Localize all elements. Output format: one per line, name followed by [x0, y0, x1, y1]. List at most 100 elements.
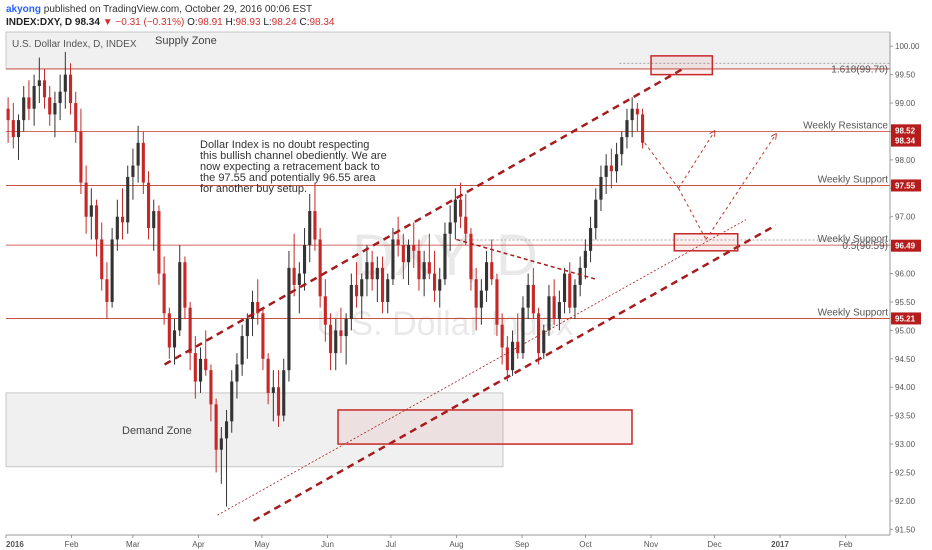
candle-body — [542, 330, 546, 354]
candle-body — [412, 245, 416, 251]
candle-body — [16, 120, 21, 138]
open-value: 98.91 — [197, 17, 223, 28]
high-value: 98.93 — [235, 17, 261, 28]
candle-body — [266, 358, 270, 393]
candle-body — [578, 267, 582, 285]
level-label: Weekly Support — [818, 174, 889, 185]
last-price: 98.34 — [74, 17, 100, 28]
y-tick-label: 96.00 — [895, 270, 916, 279]
high-label: H: — [225, 17, 236, 28]
level-label: Weekly Support — [818, 234, 889, 245]
candle-body — [68, 74, 73, 104]
publish-line: akyong published on TradingView.com, Oct… — [6, 3, 926, 16]
chart-header: akyong published on TradingView.com, Oct… — [0, 0, 932, 30]
candle-body — [386, 279, 390, 302]
candle-body — [209, 370, 213, 405]
x-tick-label: Feb — [839, 540, 853, 549]
low-label: L: — [263, 17, 272, 28]
candle-body — [230, 381, 234, 422]
candle-body — [110, 239, 114, 302]
candle-body — [625, 120, 629, 138]
channel-upper-line — [163, 67, 684, 366]
close-value: 98.34 — [309, 17, 335, 28]
y-tick-label: 93.00 — [895, 440, 916, 449]
candle-body — [58, 91, 62, 104]
candle-body — [630, 108, 634, 121]
candle-body — [167, 313, 171, 348]
note-line: for another buy setup. — [200, 183, 307, 195]
open-label: O: — [187, 17, 198, 28]
x-tick-label: Apr — [192, 540, 205, 549]
projection-arrow — [678, 188, 707, 240]
candle-body — [313, 211, 317, 240]
candle-body — [172, 330, 177, 348]
candle-body — [526, 284, 530, 308]
x-tick-label: Mar — [126, 540, 140, 549]
candle-body — [308, 211, 312, 246]
candle-body — [479, 290, 483, 308]
y-tick-label: 94.00 — [895, 383, 916, 392]
candle-body — [105, 279, 109, 302]
x-tick-label: Oct — [579, 540, 592, 549]
candle-body — [94, 205, 99, 240]
publish-info: published on TradingView.com, October 29… — [43, 4, 313, 15]
candle-body — [188, 307, 192, 354]
candle-body — [354, 284, 359, 297]
fib-mid-label: 0.5(96.59) — [842, 241, 888, 252]
candle-body — [42, 80, 47, 98]
candle-body — [193, 353, 197, 382]
x-tick-label: Nov — [644, 540, 658, 549]
candle-body — [401, 245, 405, 263]
candle-body — [448, 222, 452, 234]
candle-body — [349, 284, 353, 320]
trend-mid-line — [217, 219, 747, 516]
candle-body — [141, 142, 145, 183]
candle-body — [536, 313, 541, 354]
candle-body — [183, 262, 187, 308]
y-tick-label: 93.50 — [895, 412, 916, 421]
price-tag-label: 98.34 — [895, 137, 916, 146]
candle-body — [432, 273, 437, 291]
symbol-line: INDEX:DXY, D 98.34 ▼ −0.31 (−0.31%) O:98… — [6, 16, 926, 29]
y-tick-label: 91.50 — [895, 525, 916, 534]
candle-body — [484, 262, 489, 291]
note-line: now expecting a retracement back to — [200, 161, 380, 173]
candle-body — [250, 301, 255, 320]
x-tick-label: Feb — [65, 540, 79, 549]
candle-body — [318, 239, 322, 297]
y-tick-label: 98.00 — [895, 156, 916, 165]
candle-body — [37, 80, 41, 86]
candle-body — [235, 364, 239, 382]
author-link[interactable]: akyong — [6, 4, 42, 15]
y-tick-label: 94.50 — [895, 355, 916, 364]
candle-body — [214, 404, 218, 450]
candle-body — [396, 239, 400, 246]
price-tag — [891, 124, 921, 137]
price-tag — [891, 179, 921, 192]
note-line: Dollar Index is no doubt respecting — [200, 139, 369, 151]
candle-body — [474, 279, 478, 308]
trendlines-layer — [163, 67, 776, 522]
zone-supply — [5, 31, 891, 70]
projection-arrow — [705, 134, 776, 240]
price-tag-label: 97.55 — [895, 181, 916, 190]
candle-body — [510, 341, 515, 371]
candle-body — [84, 182, 88, 217]
candle-body — [360, 279, 364, 297]
y-tick-label: 95.50 — [895, 298, 916, 307]
y-tick-label: 92.00 — [895, 497, 916, 506]
candle-body — [302, 245, 307, 274]
candle-body — [334, 330, 338, 354]
candle-body — [48, 97, 52, 115]
candle-body — [32, 85, 36, 109]
candle-body — [136, 142, 140, 166]
x-tick-label: 2017 — [771, 540, 789, 549]
y-tick-label: 99.00 — [895, 99, 916, 108]
note-line: the 97.55 and potentially 96.55 area — [200, 172, 376, 184]
candle-body — [74, 103, 78, 132]
candle-body — [79, 131, 83, 183]
candle-body — [146, 182, 151, 229]
candle-body — [162, 273, 166, 314]
candle-body — [490, 262, 494, 280]
